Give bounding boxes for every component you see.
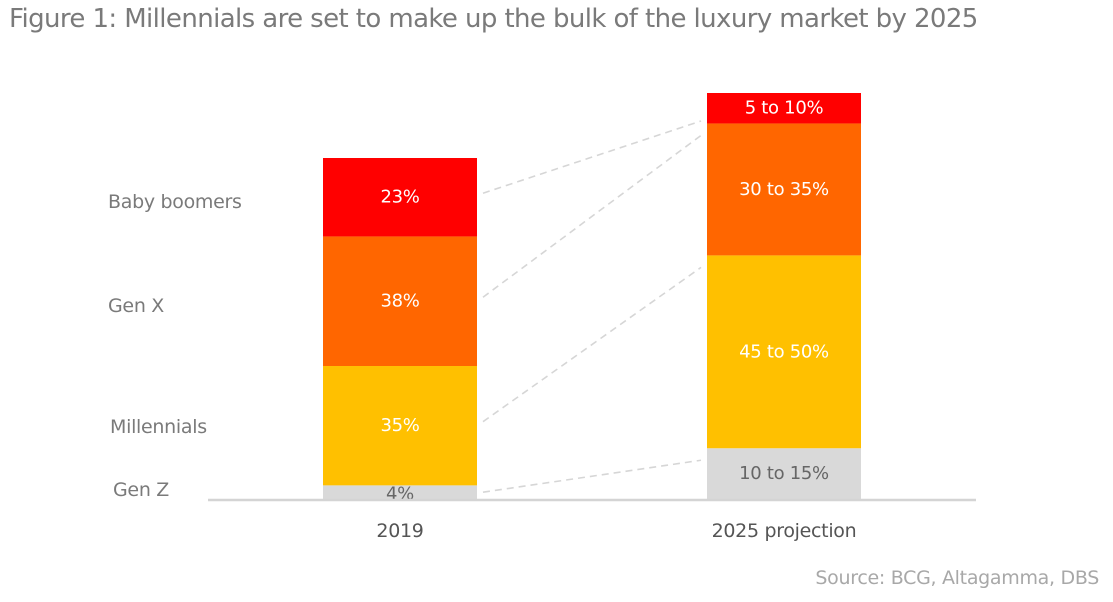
bar-segment-baby-boomers-0 xyxy=(323,158,477,237)
connector-line-baby-boomers xyxy=(482,120,702,194)
connector-line-millennials xyxy=(482,266,702,423)
bar-segment-gen-x-1 xyxy=(707,123,861,256)
connector-line-gen-x xyxy=(482,134,702,298)
legend: Baby boomers Gen X Millennials Gen Z xyxy=(108,191,242,501)
legend-label-gen-z: Gen Z xyxy=(113,479,169,501)
category-label-1: 2025 projection xyxy=(712,520,857,542)
bar-segment-gen-x-0 xyxy=(323,236,477,367)
category-labels: 2019 2025 projection xyxy=(376,520,856,542)
bar-segment-millennials-1 xyxy=(707,255,861,449)
legend-label-millennials: Millennials xyxy=(110,416,207,438)
bar-segment-gen-z-0 xyxy=(323,485,477,499)
data-label-gen-z-1: 10 to 15% xyxy=(739,463,829,484)
category-label-0: 2019 xyxy=(376,520,423,542)
connector-line-gen-z xyxy=(482,459,702,493)
data-label-gen-x-0: 38% xyxy=(380,291,419,312)
bar-segment-gen-z-1 xyxy=(707,448,861,499)
legend-label-baby-boomers: Baby boomers xyxy=(108,191,242,213)
data-label-gen-x-1: 30 to 35% xyxy=(739,179,829,200)
connector-lines xyxy=(482,120,702,493)
data-label-millennials-0: 35% xyxy=(380,415,419,436)
data-label-baby-boomers-0: 23% xyxy=(380,187,419,208)
data-label-baby-boomers-1: 5 to 10% xyxy=(745,98,824,119)
chart-title: Figure 1: Millennials are set to make up… xyxy=(9,4,978,34)
bar-segment-baby-boomers-1 xyxy=(707,93,861,124)
source-note: Source: BCG, Altagamma, DBS xyxy=(815,567,1099,589)
bars-group: 4% 10 to 15% 35% 45 to 50% 38% 30 to 35% 23% 5 … xyxy=(323,93,861,505)
bar-segment-millennials-0 xyxy=(323,366,477,486)
legend-label-gen-x: Gen X xyxy=(108,295,164,317)
data-label-gen-z-0: 4% xyxy=(386,484,414,505)
data-label-millennials-1: 45 to 50% xyxy=(739,341,829,362)
